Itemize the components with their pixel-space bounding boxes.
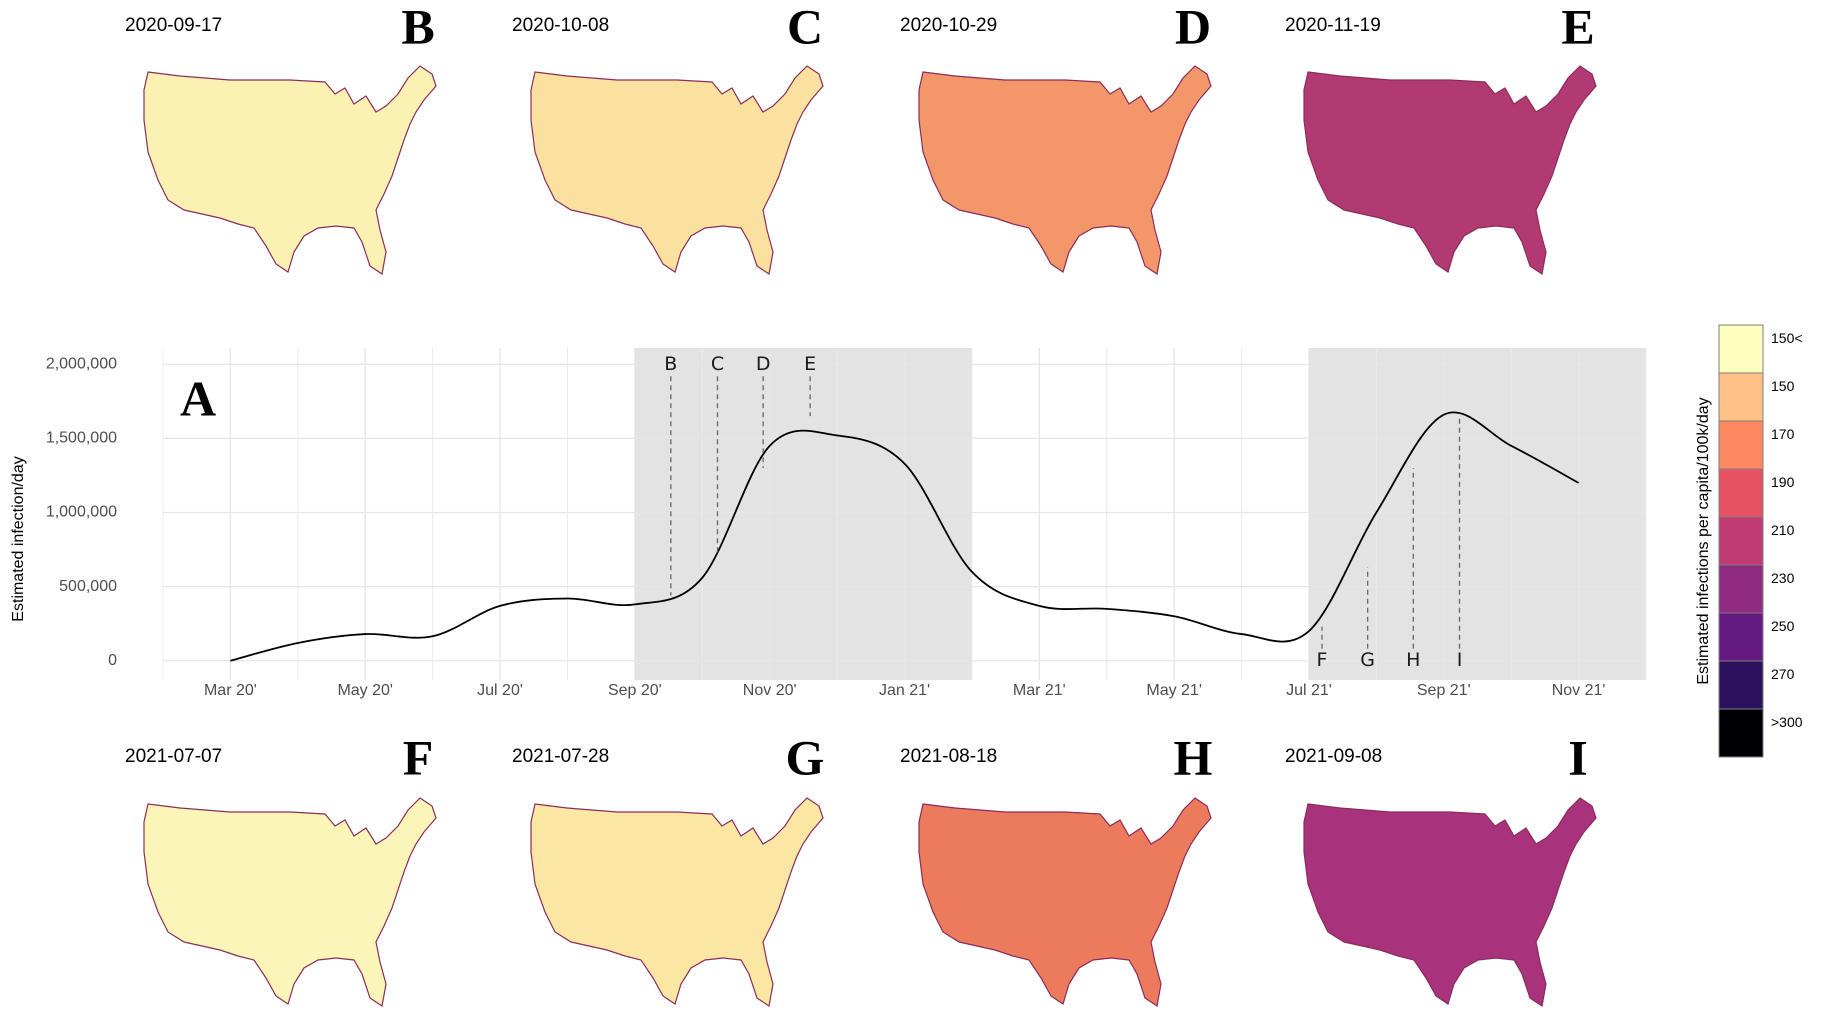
panel-a: 0 500,000 1,000,000 1,500,000 2,000,000 Mar 2… (10, 348, 1646, 699)
y-tick-label: 500,000 (59, 578, 117, 595)
map-date: 2021-07-07 (125, 746, 222, 767)
us-map (144, 66, 436, 274)
panel-letter: C (787, 0, 823, 54)
y-tick-label: 1,500,000 (46, 430, 117, 447)
marker-label: G (1360, 649, 1375, 671)
legend-swatch (1719, 325, 1763, 373)
map-date: 2020-09-17 (125, 15, 222, 36)
highlight-period (635, 348, 972, 680)
legend-swatch (1719, 565, 1763, 613)
map-date: 2020-11-19 (1285, 15, 1381, 36)
x-tick-label: May 21' (1146, 682, 1202, 699)
us-map (531, 66, 823, 274)
legend-label: 210 (1771, 522, 1795, 538)
us-map (919, 66, 1211, 274)
marker-label: C (711, 353, 724, 375)
marker-label: D (756, 353, 771, 375)
highlight-period (1309, 348, 1646, 680)
figure: 2020-09-17 B 2020-10-08 C 2020-10-29 D 2020-11… (0, 0, 1821, 1027)
us-map (144, 798, 436, 1006)
panel-letter: D (1175, 0, 1211, 54)
panel-letter: G (786, 729, 825, 785)
x-tick-label: Sep 21' (1417, 682, 1471, 699)
y-axis-label: Estimated infection/day (10, 456, 27, 621)
y-tick-label: 2,000,000 (46, 356, 117, 373)
x-tick-label: Nov 20' (743, 682, 797, 699)
panel-letter: I (1568, 729, 1587, 785)
x-tick-label: Mar 21' (1013, 682, 1066, 699)
marker-label: F (1317, 649, 1328, 671)
map-date: 2021-09-08 (1285, 746, 1382, 767)
legend-title: Estimated infections per capita/100k/day (1695, 397, 1712, 684)
legend-swatch (1719, 469, 1763, 517)
legend-label: 270 (1771, 666, 1795, 682)
legend-swatch (1719, 421, 1763, 469)
us-map (531, 798, 823, 1006)
x-tick-label: Sep 20' (608, 682, 662, 699)
us-map (1304, 66, 1596, 274)
x-tick-label: Mar 20' (204, 682, 257, 699)
legend-label: 230 (1771, 570, 1795, 586)
legend: 150< 150 170 190 210 230 250 270 >300 Estimated i… (1695, 325, 1803, 757)
y-tick-label: 0 (108, 652, 117, 669)
legend-label: 190 (1771, 474, 1795, 490)
legend-label: 250 (1771, 618, 1795, 634)
y-tick-label: 1,000,000 (46, 504, 117, 521)
map-date: 2021-08-18 (900, 746, 997, 767)
marker-label: B (664, 353, 677, 375)
legend-label: 150 (1771, 378, 1795, 394)
x-tick-label: Jul 21' (1286, 682, 1332, 699)
legend-swatch (1719, 661, 1763, 709)
us-map (1304, 798, 1596, 1006)
legend-label: 170 (1771, 426, 1795, 442)
map-row-top: 2020-09-17 B 2020-10-08 C 2020-10-29 D 2020-11… (125, 0, 1596, 274)
legend-swatch (1719, 517, 1763, 565)
map-date: 2021-07-28 (512, 746, 609, 767)
panel-letter: H (1174, 729, 1213, 785)
legend-swatch (1719, 613, 1763, 661)
legend-label: >300 (1771, 714, 1803, 730)
panel-letter: E (1561, 0, 1594, 54)
map-date: 2020-10-08 (512, 15, 609, 36)
marker-label: I (1457, 649, 1463, 671)
map-row-bottom: 2021-07-07 F 2021-07-28 G 2021-08-18 H 2021-09… (125, 729, 1596, 1006)
marker-label: E (804, 353, 816, 375)
x-tick-label: May 20' (337, 682, 393, 699)
legend-label: 150< (1771, 330, 1803, 346)
panel-letter: F (403, 729, 434, 785)
map-date: 2020-10-29 (900, 15, 997, 36)
legend-swatch (1719, 373, 1763, 421)
x-tick-label: Jul 20' (477, 682, 523, 699)
x-tick-label: Nov 21' (1552, 682, 1606, 699)
legend-swatch (1719, 709, 1763, 757)
panel-letter: B (401, 0, 434, 54)
marker-label: H (1406, 649, 1420, 671)
panel-letter: A (180, 370, 216, 426)
x-tick-label: Jan 21' (879, 682, 930, 699)
us-map (919, 798, 1211, 1006)
